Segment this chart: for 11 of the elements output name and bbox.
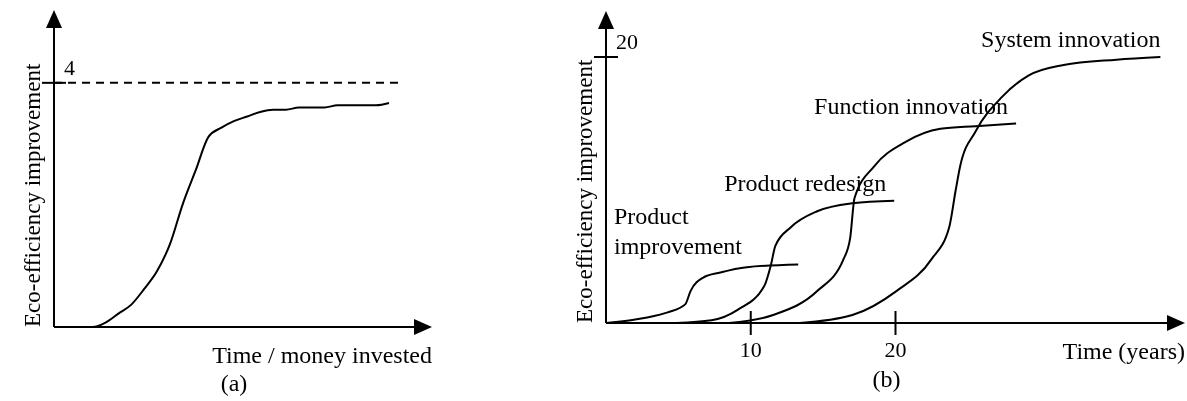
series-label: System innovation: [981, 26, 1161, 52]
y-axis-title: Eco-efficiency improvement: [572, 59, 597, 323]
annotation: 4: [64, 54, 75, 80]
x-tick-label: 10: [739, 337, 762, 362]
x-axis-title: Time / money invested: [212, 342, 432, 368]
text: (b): [872, 366, 901, 392]
x-axis-title: Time (years): [1062, 338, 1185, 364]
series-label: Product improvement: [614, 203, 743, 260]
y-axis-title: Eco-efficiency improvement: [20, 63, 45, 327]
text: (a): [220, 370, 248, 396]
text: 20: [616, 29, 638, 54]
